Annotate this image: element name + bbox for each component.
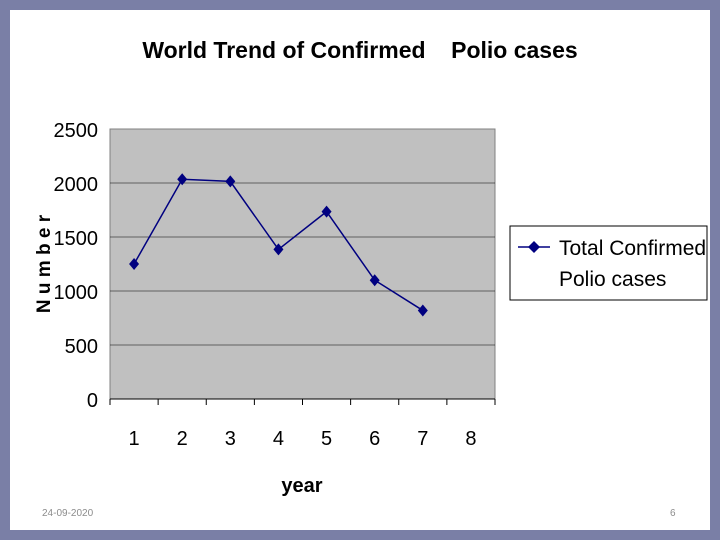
x-tick-label: 2 bbox=[177, 428, 188, 450]
data-point bbox=[369, 274, 380, 287]
chart-title: World Trend of Confirmed Polio cases bbox=[142, 37, 577, 63]
legend-label-line2: Polio cases bbox=[559, 268, 666, 291]
data-point bbox=[129, 258, 140, 270]
legend-label: Total Confirmed bbox=[559, 237, 706, 260]
x-tick-label: 4 bbox=[273, 428, 284, 450]
x-tick-label: 7 bbox=[417, 428, 428, 450]
slide-date: 24-09-2020 bbox=[42, 508, 94, 519]
x-tick-label: 5 bbox=[321, 428, 332, 450]
data-point bbox=[273, 243, 284, 256]
legend: Total Confirmed Polio cases bbox=[509, 225, 708, 301]
y-tick-label: 2000 bbox=[54, 174, 99, 196]
legend-marker bbox=[528, 241, 540, 253]
slide-number: 6 bbox=[670, 508, 676, 519]
y-tick-label: 0 bbox=[87, 390, 98, 412]
legend-box bbox=[509, 225, 708, 301]
slide: World Trend of Confirmed Polio cases 0 50… bbox=[10, 10, 710, 530]
x-tick-label: 8 bbox=[465, 428, 476, 450]
data-point bbox=[225, 175, 236, 188]
x-tick-marks bbox=[109, 399, 496, 405]
chart: World Trend of Confirmed Polio cases 050… bbox=[34, 37, 708, 497]
x-tick-label: 1 bbox=[129, 428, 140, 450]
plot-area bbox=[109, 128, 496, 400]
y-axis-label: N u m b e r bbox=[34, 214, 55, 313]
x-axis-label: year bbox=[281, 475, 322, 497]
y-tick-label: 1000 bbox=[54, 282, 99, 304]
y-tick-label: 2500 bbox=[54, 120, 99, 142]
data-point bbox=[417, 304, 428, 317]
x-tick-label: 3 bbox=[225, 428, 236, 450]
gridlines bbox=[110, 182, 495, 346]
y-tick-labels: 0 500 1000 1500 2000 2500 bbox=[54, 120, 99, 412]
data-point bbox=[321, 205, 332, 218]
data-point bbox=[177, 173, 188, 186]
series-group bbox=[129, 173, 428, 317]
y-tick-label: 1500 bbox=[54, 228, 99, 250]
x-tick-label: 6 bbox=[369, 428, 380, 450]
y-tick-label: 500 bbox=[65, 336, 98, 358]
x-tick-labels: 1 2 3 4 5 6 7 8 bbox=[129, 428, 477, 450]
